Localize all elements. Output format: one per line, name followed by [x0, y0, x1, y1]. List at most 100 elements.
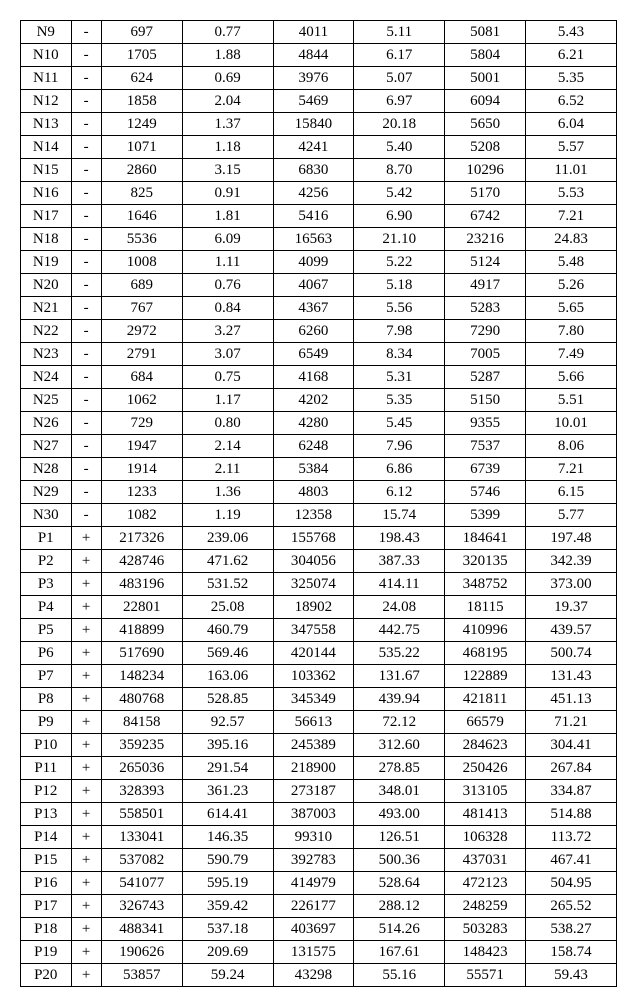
- table-cell: 3.07: [182, 343, 273, 366]
- table-cell: 22801: [101, 596, 182, 619]
- table-cell: 284623: [445, 734, 526, 757]
- table-cell: 7.21: [526, 205, 617, 228]
- table-cell: 4168: [273, 366, 354, 389]
- table-cell: 6.90: [354, 205, 445, 228]
- table-cell: P13: [21, 803, 72, 826]
- table-cell: 20.18: [354, 113, 445, 136]
- table-cell: P9: [21, 711, 72, 734]
- table-cell: +: [71, 550, 101, 573]
- table-cell: 342.39: [526, 550, 617, 573]
- table-cell: 1646: [101, 205, 182, 228]
- table-cell: 15.74: [354, 504, 445, 527]
- table-cell: -: [71, 136, 101, 159]
- table-cell: N27: [21, 435, 72, 458]
- table-cell: 12358: [273, 504, 354, 527]
- table-cell: 126.51: [354, 826, 445, 849]
- table-cell: N20: [21, 274, 72, 297]
- table-cell: 6742: [445, 205, 526, 228]
- table-cell: 4803: [273, 481, 354, 504]
- table-cell: 6549: [273, 343, 354, 366]
- table-cell: 19.37: [526, 596, 617, 619]
- table-cell: 7005: [445, 343, 526, 366]
- table-cell: -: [71, 435, 101, 458]
- table-cell: 531.52: [182, 573, 273, 596]
- table-cell: +: [71, 734, 101, 757]
- table-cell: 558501: [101, 803, 182, 826]
- table-cell: 0.69: [182, 67, 273, 90]
- table-cell: 7.98: [354, 320, 445, 343]
- table-cell: 0.84: [182, 297, 273, 320]
- table-cell: 6248: [273, 435, 354, 458]
- table-cell: 5.11: [354, 21, 445, 44]
- table-cell: 59.24: [182, 964, 273, 987]
- table-cell: 5804: [445, 44, 526, 67]
- table-cell: 6094: [445, 90, 526, 113]
- table-cell: 480768: [101, 688, 182, 711]
- table-cell: 167.61: [354, 941, 445, 964]
- table-cell: 2860: [101, 159, 182, 182]
- table-cell: 5.77: [526, 504, 617, 527]
- table-cell: 53857: [101, 964, 182, 987]
- table-cell: 133041: [101, 826, 182, 849]
- table-cell: 414.11: [354, 573, 445, 596]
- table-row: P8+480768528.85345349439.94421811451.13: [21, 688, 617, 711]
- table-row: N20-6890.7640675.1849175.26: [21, 274, 617, 297]
- table-cell: +: [71, 895, 101, 918]
- table-cell: 387.33: [354, 550, 445, 573]
- table-cell: 697: [101, 21, 182, 44]
- table-cell: 6.04: [526, 113, 617, 136]
- table-cell: 488341: [101, 918, 182, 941]
- table-row: P18+488341537.18403697514.26503283538.27: [21, 918, 617, 941]
- table-cell: 267.84: [526, 757, 617, 780]
- table-row: N27-19472.1462487.9675378.06: [21, 435, 617, 458]
- table-cell: 5.42: [354, 182, 445, 205]
- table-cell: 395.16: [182, 734, 273, 757]
- table-row: P9+8415892.575661372.126657971.21: [21, 711, 617, 734]
- table-cell: 537.18: [182, 918, 273, 941]
- table-cell: 7.80: [526, 320, 617, 343]
- table-cell: -: [71, 44, 101, 67]
- table-cell: 148423: [445, 941, 526, 964]
- table-row: N15-28603.1568308.701029611.01: [21, 159, 617, 182]
- table-cell: 8.70: [354, 159, 445, 182]
- table-row: P1+217326239.06155768198.43184641197.48: [21, 527, 617, 550]
- table-cell: 348752: [445, 573, 526, 596]
- table-cell: -: [71, 205, 101, 228]
- table-cell: 3.27: [182, 320, 273, 343]
- table-cell: 5283: [445, 297, 526, 320]
- table-cell: 5.18: [354, 274, 445, 297]
- table-cell: 131575: [273, 941, 354, 964]
- table-cell: 2.11: [182, 458, 273, 481]
- table-cell: 190626: [101, 941, 182, 964]
- table-row: N24-6840.7541685.3152875.66: [21, 366, 617, 389]
- table-cell: 288.12: [354, 895, 445, 918]
- table-cell: N24: [21, 366, 72, 389]
- table-cell: +: [71, 665, 101, 688]
- table-cell: 226177: [273, 895, 354, 918]
- table-cell: 428746: [101, 550, 182, 573]
- table-cell: -: [71, 297, 101, 320]
- table-row: N10-17051.8848446.1758046.21: [21, 44, 617, 67]
- table-cell: P10: [21, 734, 72, 757]
- table-cell: -: [71, 251, 101, 274]
- table-cell: -: [71, 274, 101, 297]
- table-cell: 9355: [445, 412, 526, 435]
- table-cell: 1008: [101, 251, 182, 274]
- table-cell: 541077: [101, 872, 182, 895]
- table-cell: 1.88: [182, 44, 273, 67]
- table-row: N13-12491.371584020.1856506.04: [21, 113, 617, 136]
- table-cell: +: [71, 619, 101, 642]
- table-cell: 217326: [101, 527, 182, 550]
- table-cell: 410996: [445, 619, 526, 642]
- table-cell: +: [71, 849, 101, 872]
- table-cell: -: [71, 228, 101, 251]
- table-cell: 1062: [101, 389, 182, 412]
- table-cell: 5536: [101, 228, 182, 251]
- table-cell: -: [71, 412, 101, 435]
- table-cell: 218900: [273, 757, 354, 780]
- table-row: N29-12331.3648036.1257466.15: [21, 481, 617, 504]
- table-cell: 8.34: [354, 343, 445, 366]
- table-cell: N16: [21, 182, 72, 205]
- table-row: P6+517690569.46420144535.22468195500.74: [21, 642, 617, 665]
- table-cell: 7.21: [526, 458, 617, 481]
